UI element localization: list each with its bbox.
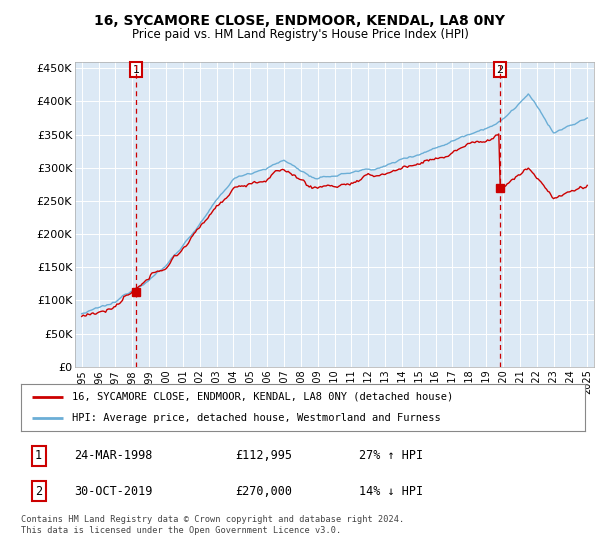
Text: 16, SYCAMORE CLOSE, ENDMOOR, KENDAL, LA8 0NY: 16, SYCAMORE CLOSE, ENDMOOR, KENDAL, LA8… bbox=[95, 14, 505, 28]
Text: £270,000: £270,000 bbox=[235, 485, 292, 498]
Text: £112,995: £112,995 bbox=[235, 449, 292, 462]
Text: 1: 1 bbox=[133, 64, 140, 74]
Text: HPI: Average price, detached house, Westmorland and Furness: HPI: Average price, detached house, West… bbox=[72, 413, 440, 423]
Text: 2: 2 bbox=[497, 64, 504, 74]
Text: 1: 1 bbox=[35, 449, 42, 462]
Text: Contains HM Land Registry data © Crown copyright and database right 2024.
This d: Contains HM Land Registry data © Crown c… bbox=[21, 515, 404, 535]
Text: Price paid vs. HM Land Registry's House Price Index (HPI): Price paid vs. HM Land Registry's House … bbox=[131, 28, 469, 41]
Text: 2: 2 bbox=[35, 485, 42, 498]
Text: 24-MAR-1998: 24-MAR-1998 bbox=[74, 449, 153, 462]
Text: 16, SYCAMORE CLOSE, ENDMOOR, KENDAL, LA8 0NY (detached house): 16, SYCAMORE CLOSE, ENDMOOR, KENDAL, LA8… bbox=[72, 392, 453, 402]
Text: 30-OCT-2019: 30-OCT-2019 bbox=[74, 485, 153, 498]
Text: 14% ↓ HPI: 14% ↓ HPI bbox=[359, 485, 424, 498]
Text: 27% ↑ HPI: 27% ↑ HPI bbox=[359, 449, 424, 462]
